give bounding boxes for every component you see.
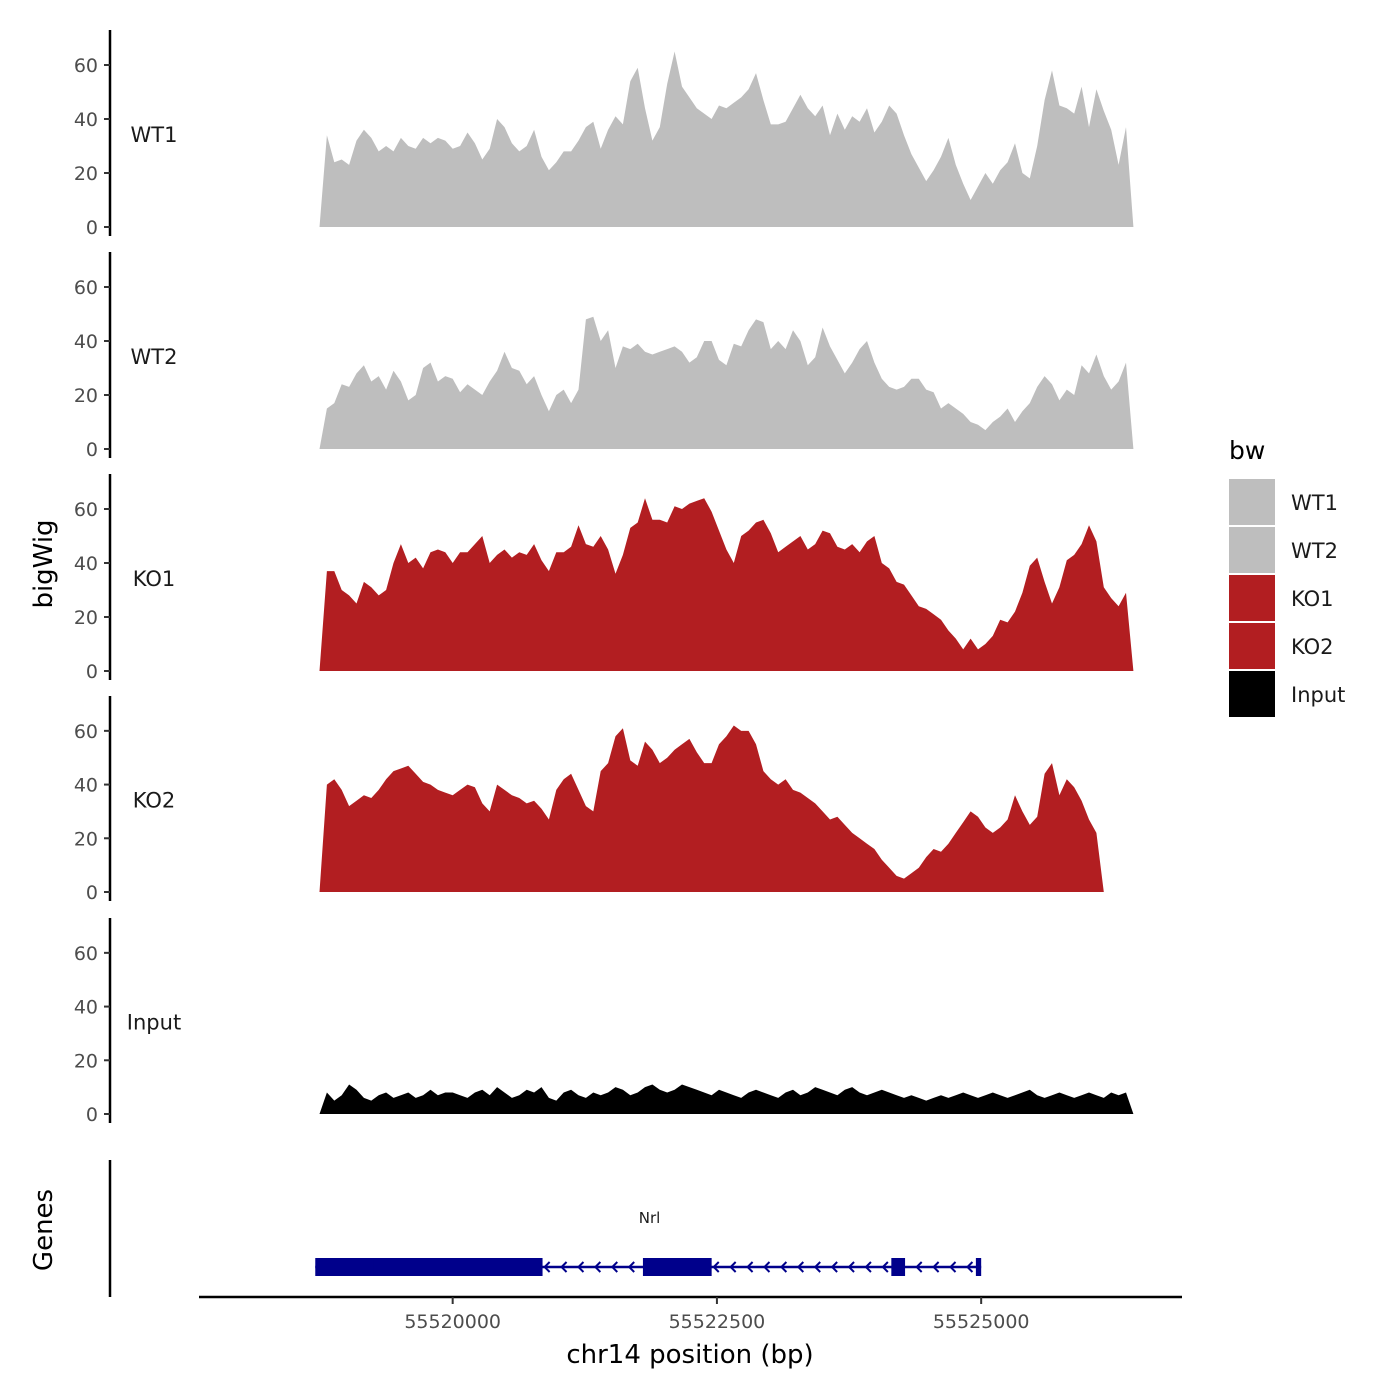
strand-arrow [712,1261,720,1273]
x-tick-label: 55522500 [669,1311,766,1333]
strand-arrow [796,1261,805,1273]
y-tick-label: 20 [74,163,98,185]
track-input: 0 20 40 60 Input [74,918,1134,1126]
x-axis-title: chr14 position (bp) [566,1340,813,1370]
legend-label-input: Input [1291,683,1345,707]
strand-arrow [847,1261,855,1273]
gene-exon [975,1258,982,1276]
track-label-wt1: WT1 [131,123,178,147]
y-tick-label: 40 [74,997,98,1019]
track-label-ko1: KO1 [133,567,176,591]
strand-arrow [830,1261,838,1273]
signal-area-input [319,1084,1134,1114]
genes-track: Nrl [108,1160,982,1297]
legend-label-wt2: WT2 [1291,539,1338,563]
legend-swatch-wt1 [1229,479,1275,525]
y-tick-label: 60 [74,499,98,521]
track-wt1: 0 20 40 60 WT1 [74,30,1134,239]
signal-area-ko2 [319,725,1104,892]
y-tick-label: 0 [86,1104,98,1126]
y-tick-label: 0 [86,439,98,461]
y-tick-label: 20 [74,385,98,407]
signal-area-wt2 [319,316,1134,449]
track-label-wt2: WT2 [131,345,178,369]
gene-cds [373,1258,543,1276]
strand-arrow [560,1261,568,1273]
y-tick-label: 60 [74,721,98,743]
y-tick-label: 60 [74,277,98,299]
gene-exon [642,1258,712,1276]
x-tick-label: 55525000 [933,1311,1030,1333]
x-tick-label: 55520000 [404,1311,501,1333]
legend-swatch-ko2 [1229,623,1275,669]
strand-arrow [966,1261,974,1273]
strand-arrow [915,1261,923,1273]
y-tick-label: 40 [74,331,98,353]
legend-label-ko2: KO2 [1291,635,1334,659]
y-tick-label: 40 [74,109,98,131]
legend-swatch-ko1 [1229,575,1275,621]
strand-arrow [779,1261,788,1273]
strand-arrow [864,1261,872,1273]
strand-arrow [610,1261,618,1273]
strand-arrow [813,1261,821,1273]
strand-arrow [746,1261,754,1273]
gene-exon [891,1258,906,1276]
y-tick-label: 40 [74,775,98,797]
strand-arrow [729,1261,737,1273]
strand-arrow [932,1261,940,1273]
y-tick-label: 20 [74,828,98,850]
strand-arrow [627,1261,635,1273]
track-wt2: 0 20 40 60 WT2 [74,252,1134,461]
y-tick-label: 0 [86,661,98,683]
y-tick-label: 0 [86,217,98,239]
legend-title: bw [1229,436,1265,465]
legend-swatch-input [1229,671,1275,717]
legend-swatch-wt2 [1229,527,1275,573]
signal-tracks: 0 20 40 60 WT1 0 20 40 60 WT2 0 20 40 60 KO1 0 20 40 60 KO2… [74,30,1134,1126]
signal-area-wt1 [319,51,1134,227]
track-ko2: 0 20 40 60 KO2 [74,696,1104,904]
track-label-input: Input [127,1011,181,1035]
y-tick-label: 20 [74,1050,98,1072]
x-axis: 55520000 55522500 55525000 [199,1295,1182,1333]
y-axis-title: bigWig [29,519,59,608]
track-label-ko2: KO2 [133,789,176,813]
legend: bw WT1 WT2 KO1 KO2 Input [1229,436,1345,717]
y-tick-label: 0 [86,882,98,904]
legend-label-ko1: KO1 [1291,587,1334,611]
strand-arrow [763,1261,771,1273]
y-tick-label: 60 [74,55,98,77]
y-tick-label: 60 [74,943,98,965]
y-tick-label: 20 [74,607,98,629]
track-ko1: 0 20 40 60 KO1 [74,474,1134,683]
strand-arrow [543,1261,551,1273]
strand-arrow [881,1261,889,1273]
signal-area-ko1 [319,498,1134,671]
strand-arrow [577,1261,585,1273]
strand-arrow [593,1261,602,1273]
y-tick-label: 40 [74,553,98,575]
genes-track-title: Genes [29,1189,59,1271]
gene-name-label: Nrl [639,1209,661,1227]
strand-arrow [949,1261,957,1273]
gene-nrl: Nrl [315,1209,982,1276]
legend-label-wt1: WT1 [1291,491,1338,515]
